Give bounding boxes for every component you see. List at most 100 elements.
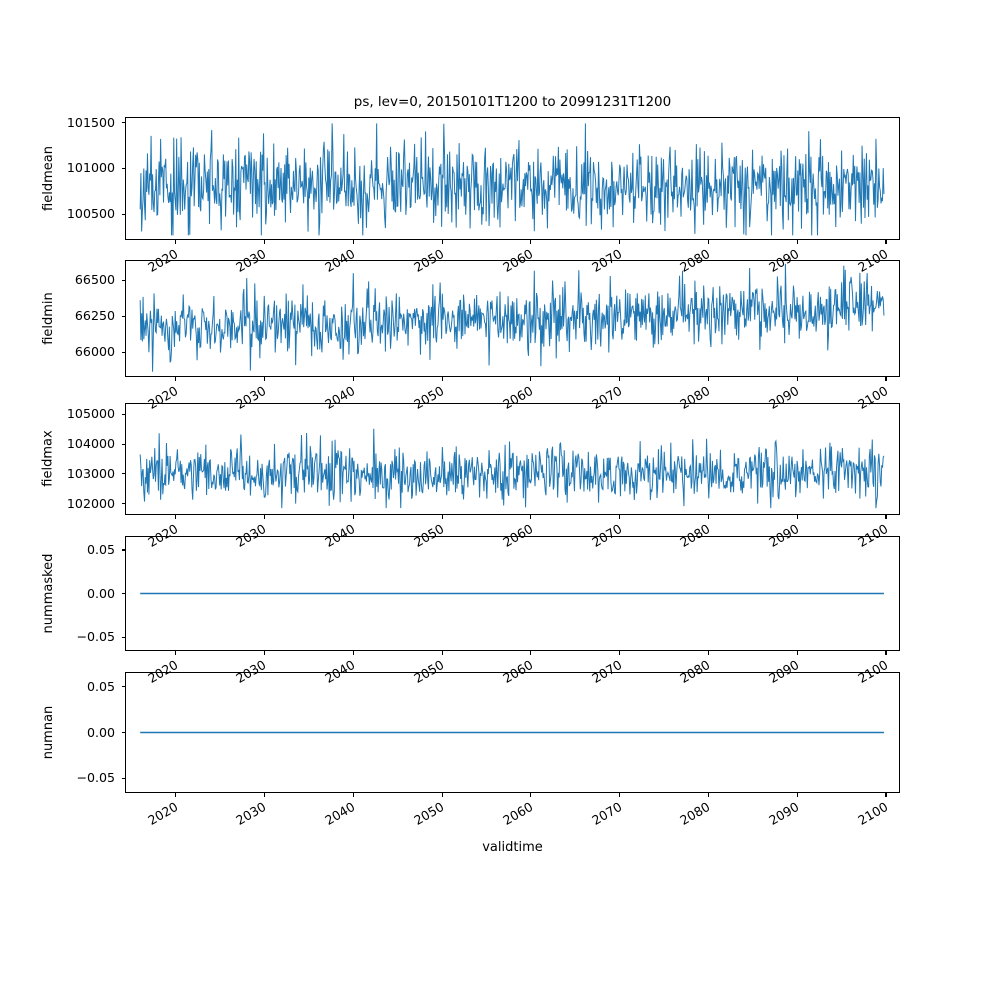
y-tick-mark (121, 549, 126, 551)
x-tick-mark (441, 792, 443, 798)
x-tick-mark (796, 650, 798, 656)
y-tick-mark (121, 167, 126, 169)
x-tick-mark (796, 376, 798, 382)
x-tick-mark (885, 650, 887, 656)
y-tick-label: 66000 (74, 344, 115, 360)
x-tick-mark (441, 376, 443, 382)
y-tick-mark (121, 443, 126, 445)
figure-title: ps, lev=0, 20150101T1200 to 20991231T120… (353, 94, 672, 110)
y-tick-label: 0.05 (86, 541, 115, 557)
x-tick-mark (441, 514, 443, 520)
x-tick-label: 2070 (588, 799, 625, 829)
y-tick-mark (121, 777, 126, 779)
x-tick-mark (263, 376, 266, 382)
x-tick-mark (352, 376, 354, 382)
x-axis-label: validtime (482, 840, 543, 855)
x-tick-mark (352, 792, 354, 798)
x-tick-label: 2090 (766, 799, 802, 829)
x-tick-mark (707, 514, 709, 520)
y-axis-label-numnan: numnan (40, 705, 56, 759)
y-tick-mark (121, 636, 126, 638)
y-tick-mark (121, 686, 126, 688)
x-tick-mark (619, 650, 621, 656)
y-tick-label: −0.05 (76, 770, 115, 786)
x-tick-mark (619, 376, 621, 382)
subplot-numnan (125, 672, 900, 798)
plot-area-fieldmean (126, 118, 899, 239)
x-tick-label: 2080 (677, 799, 713, 829)
series-fieldmean (140, 123, 884, 235)
y-tick-label: 66500 (74, 272, 115, 288)
x-tick-mark (619, 792, 621, 798)
subplot-nummasked (125, 536, 900, 656)
x-tick-mark (175, 514, 177, 520)
y-tick-label: 0.00 (86, 585, 115, 601)
x-tick-mark (175, 239, 177, 245)
y-tick-mark (121, 122, 126, 124)
x-tick-mark (885, 792, 887, 798)
y-axis-label-fieldmean: fieldmean (40, 145, 56, 211)
y-tick-label: 0.05 (86, 678, 115, 694)
subplot-fieldmax (125, 403, 900, 520)
y-tick-mark (121, 279, 126, 281)
x-tick-mark (707, 792, 709, 798)
subplot-fieldmean (125, 117, 900, 245)
y-tick-mark (121, 213, 126, 215)
y-tick-label: 105000 (66, 406, 115, 422)
plot-area-fieldmin (126, 261, 899, 376)
x-tick-mark (796, 792, 798, 798)
plot-area-nummasked (126, 537, 899, 650)
x-tick-mark (796, 239, 798, 245)
x-tick-mark (352, 514, 354, 520)
y-tick-label: 103000 (66, 465, 115, 481)
y-tick-label: 102000 (66, 495, 115, 511)
x-tick-mark (263, 514, 266, 520)
y-tick-label: −0.05 (76, 629, 115, 645)
x-tick-mark (530, 376, 532, 382)
y-tick-label: 101500 (66, 114, 115, 130)
x-tick-mark (707, 650, 709, 656)
plot-area-numnan (126, 673, 899, 792)
x-tick-mark (441, 650, 443, 656)
y-tick-mark (121, 473, 126, 475)
x-tick-mark (175, 792, 177, 798)
y-axis-label-nummasked: nummasked (40, 553, 56, 633)
x-tick-mark (175, 376, 177, 382)
y-tick-mark (121, 413, 126, 415)
x-tick-mark (707, 239, 709, 245)
x-tick-label: 2100 (855, 799, 891, 829)
x-tick-mark (885, 376, 887, 382)
y-tick-label: 66250 (74, 308, 115, 324)
x-tick-label: 2020 (144, 799, 181, 829)
y-tick-label: 100500 (66, 206, 115, 222)
x-tick-mark (619, 514, 621, 520)
x-tick-mark (263, 650, 266, 656)
x-tick-mark (441, 239, 443, 245)
x-tick-mark (263, 239, 266, 245)
x-tick-mark (530, 239, 532, 245)
x-tick-mark (619, 239, 621, 245)
x-tick-label: 2040 (322, 799, 358, 829)
series-fieldmin (140, 264, 884, 372)
x-tick-mark (530, 650, 532, 656)
y-tick-mark (121, 315, 126, 317)
x-tick-label: 2050 (411, 799, 447, 829)
x-tick-mark (530, 514, 532, 520)
y-tick-label: 104000 (66, 436, 115, 452)
y-tick-label: 101000 (66, 160, 115, 176)
x-tick-mark (263, 792, 266, 798)
y-tick-label: 0.00 (86, 724, 115, 740)
x-tick-mark (352, 650, 354, 656)
x-tick-mark (885, 514, 887, 520)
x-tick-mark (707, 376, 709, 382)
y-tick-mark (121, 351, 126, 354)
y-tick-mark (121, 503, 126, 505)
y-axis-label-fieldmin: fieldmin (40, 291, 56, 345)
x-tick-label: 2030 (233, 799, 269, 829)
subplot-fieldmin (125, 260, 900, 382)
x-tick-mark (352, 239, 354, 245)
x-tick-mark (796, 514, 798, 520)
x-tick-mark (530, 792, 532, 798)
x-tick-label: 2060 (500, 799, 536, 829)
y-tick-mark (121, 593, 126, 595)
